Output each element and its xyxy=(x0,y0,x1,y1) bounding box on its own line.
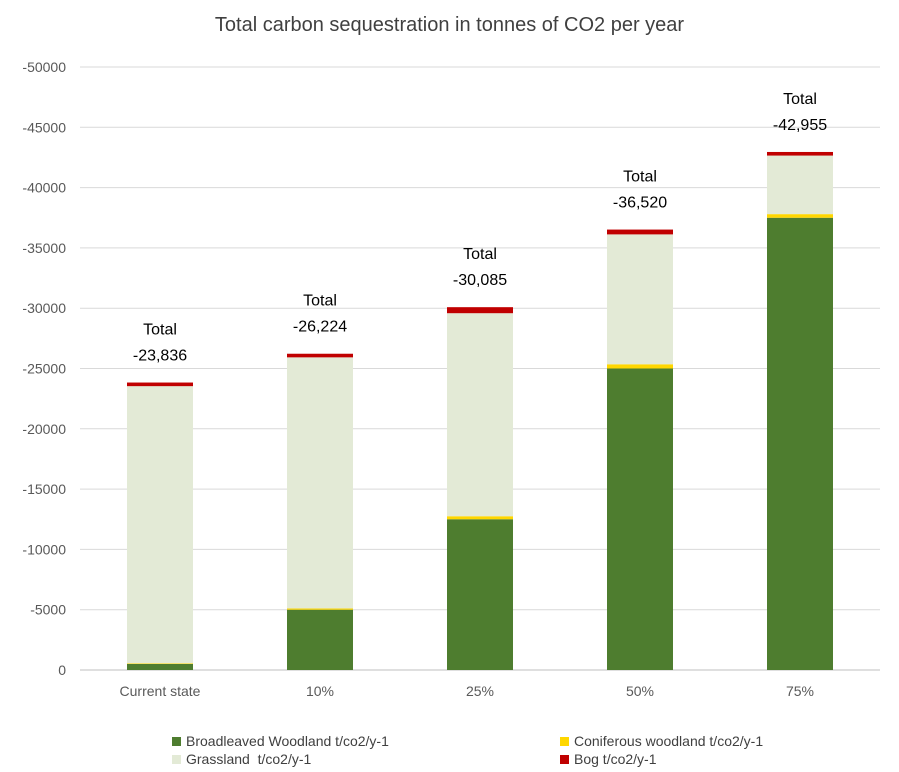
bar-segment-3-4 xyxy=(767,151,833,156)
total-label-value: -23,836 xyxy=(133,348,187,365)
bar-segment-3-0 xyxy=(127,382,193,387)
legend-label-coniferous: Coniferous woodland t/co2/y-1 xyxy=(574,733,764,749)
bar-segment-0-1 xyxy=(287,609,353,670)
legend-swatch-bog xyxy=(560,755,569,764)
total-label-heading: Total xyxy=(623,169,657,186)
x-tick-label: 75% xyxy=(786,683,814,699)
chart-title: Total carbon sequestration in tonnes of … xyxy=(214,14,685,36)
total-label-value: -26,224 xyxy=(293,319,347,336)
legend-swatch-broadleaved xyxy=(172,737,181,746)
bars xyxy=(127,151,833,670)
total-label-heading: Total xyxy=(303,293,337,310)
total-label-heading: Total xyxy=(143,322,177,339)
y-tick-label: -15000 xyxy=(22,481,66,497)
bar-segment-3-1 xyxy=(287,353,353,358)
y-tick-label: -25000 xyxy=(22,361,66,377)
x-tick-label: Current state xyxy=(120,683,201,699)
bar-segment-3-2 xyxy=(447,307,513,314)
legend-label-broadleaved: Broadleaved Woodland t/co2/y-1 xyxy=(186,733,389,749)
x-tick-label: 50% xyxy=(626,683,654,699)
y-tick-label: -10000 xyxy=(22,541,66,557)
bar-segment-2-4 xyxy=(767,155,833,215)
y-tick-label: -45000 xyxy=(22,119,66,135)
bar-segment-3-3 xyxy=(607,229,673,235)
bar-segment-2-2 xyxy=(447,313,513,517)
bar-segment-2-1 xyxy=(287,357,353,609)
y-tick-label: 0 xyxy=(58,662,66,678)
bar-segment-0-2 xyxy=(447,519,513,670)
bar-segment-2-3 xyxy=(607,234,673,365)
bar-segment-1-3 xyxy=(607,364,673,369)
legend-item-coniferous: Coniferous woodland t/co2/y-1 xyxy=(560,733,763,749)
legend-label-grassland: Grassland t/co2/y-1 xyxy=(186,751,312,767)
bar-segment-1-4 xyxy=(767,214,833,218)
x-tick-label: 10% xyxy=(306,683,334,699)
legend-item-broadleaved: Broadleaved Woodland t/co2/y-1 xyxy=(172,733,389,749)
legend-swatch-coniferous xyxy=(560,737,569,746)
legend-item-grassland: Grassland t/co2/y-1 xyxy=(172,751,311,767)
y-tick-label: -50000 xyxy=(22,59,66,75)
bar-segment-2-0 xyxy=(127,386,193,664)
legend-swatch-grassland xyxy=(172,755,181,764)
y-tick-label: -35000 xyxy=(22,240,66,256)
y-tick-label: -40000 xyxy=(22,180,66,196)
y-tick-label: -5000 xyxy=(30,602,66,618)
bar-segment-0-4 xyxy=(767,217,833,670)
total-label-heading: Total xyxy=(783,91,817,108)
chart-plot: -50000-45000-40000-35000-30000-25000-200… xyxy=(22,59,880,699)
bar-segment-0-0 xyxy=(127,663,193,670)
total-label-value: -30,085 xyxy=(453,272,507,289)
total-label-value: -36,520 xyxy=(613,195,667,212)
x-axis-ticks: Current state 10% 25% 50% 75% xyxy=(120,683,814,699)
bar-segment-1-1 xyxy=(287,608,353,610)
total-labels: Total -23,836 Total -26,224 Total -30,085 Tota… xyxy=(133,91,827,365)
total-label-heading: Total xyxy=(463,246,497,263)
bar-segment-0-3 xyxy=(607,368,673,670)
y-axis-ticks: -50000-45000-40000-35000-30000-25000-200… xyxy=(22,59,66,678)
total-label-value: -42,955 xyxy=(773,117,827,134)
bar-segment-1-2 xyxy=(447,516,513,520)
bar-segment-1-0 xyxy=(127,663,193,664)
legend-item-bog: Bog t/co2/y-1 xyxy=(560,751,657,767)
x-tick-label: 25% xyxy=(466,683,494,699)
y-tick-label: -20000 xyxy=(22,421,66,437)
y-tick-label: -30000 xyxy=(22,300,66,316)
legend-label-bog: Bog t/co2/y-1 xyxy=(574,751,657,767)
